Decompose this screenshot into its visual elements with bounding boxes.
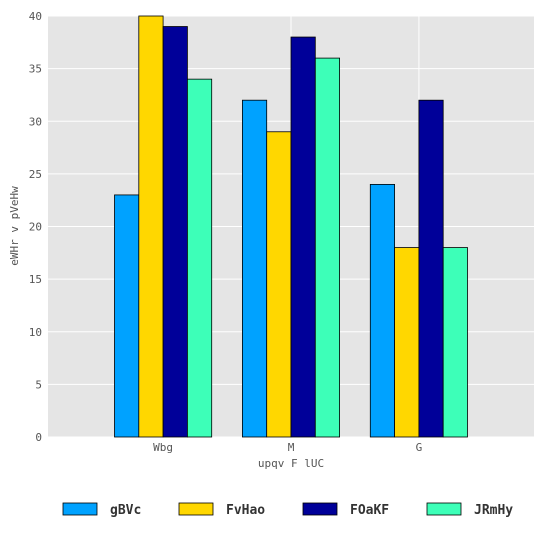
bar-FvHao-G: [394, 247, 420, 438]
y-tick-label: 30: [29, 115, 42, 128]
legend-label-FvHao: FvHao: [226, 503, 265, 518]
bar-FOaKF-M: [290, 36, 316, 438]
bars: [114, 15, 468, 438]
y-tick-label: 35: [29, 63, 42, 76]
y-tick-label: 25: [29, 168, 42, 181]
bar-JRmHy-Wbg: [187, 78, 213, 438]
bar-gBVc-Wbg: [114, 194, 140, 438]
y-tick-label: 0: [35, 431, 42, 444]
x-tick-label: G: [416, 441, 423, 454]
y-tick-label: 10: [29, 326, 42, 339]
y-tick-label: 40: [29, 10, 42, 23]
bar-FvHao-M: [266, 131, 292, 438]
legend: gBVc FvHao FOaKF JRmHy: [62, 502, 513, 518]
x-axis-label: upqv F lUC: [258, 457, 324, 470]
legend-swatch-FOaKF: [302, 502, 338, 516]
bar-FOaKF-Wbg: [162, 26, 188, 438]
y-tick-label: 5: [35, 378, 42, 391]
legend-label-JRmHy: JRmHy: [474, 503, 513, 518]
bar-JRmHy-G: [442, 247, 468, 438]
legend-swatch-JRmHy: [426, 502, 462, 516]
bar-FvHao-Wbg: [138, 15, 164, 438]
legend-swatch-FvHao: [178, 502, 214, 516]
bar-gBVc-G: [369, 183, 395, 438]
x-tick-label: M: [288, 441, 295, 454]
y-tick-label: 15: [29, 273, 42, 286]
bar-JRmHy-M: [314, 57, 340, 438]
y-tick-label: 20: [29, 221, 42, 234]
legend-swatch-gBVc: [62, 502, 98, 516]
x-tick-labels: Wbg M G: [153, 441, 422, 454]
legend-label-FOaKF: FOaKF: [350, 503, 389, 518]
bar-FOaKF-G: [418, 99, 444, 438]
x-tick-label: Wbg: [153, 441, 173, 454]
y-axis-label: eWHr v pVeHw: [8, 186, 21, 266]
y-tick-labels: 0 5 10 15 20 25 30 35 40: [29, 10, 42, 444]
bar-gBVc-M: [241, 99, 268, 438]
legend-label-gBVc: gBVc: [110, 503, 141, 518]
